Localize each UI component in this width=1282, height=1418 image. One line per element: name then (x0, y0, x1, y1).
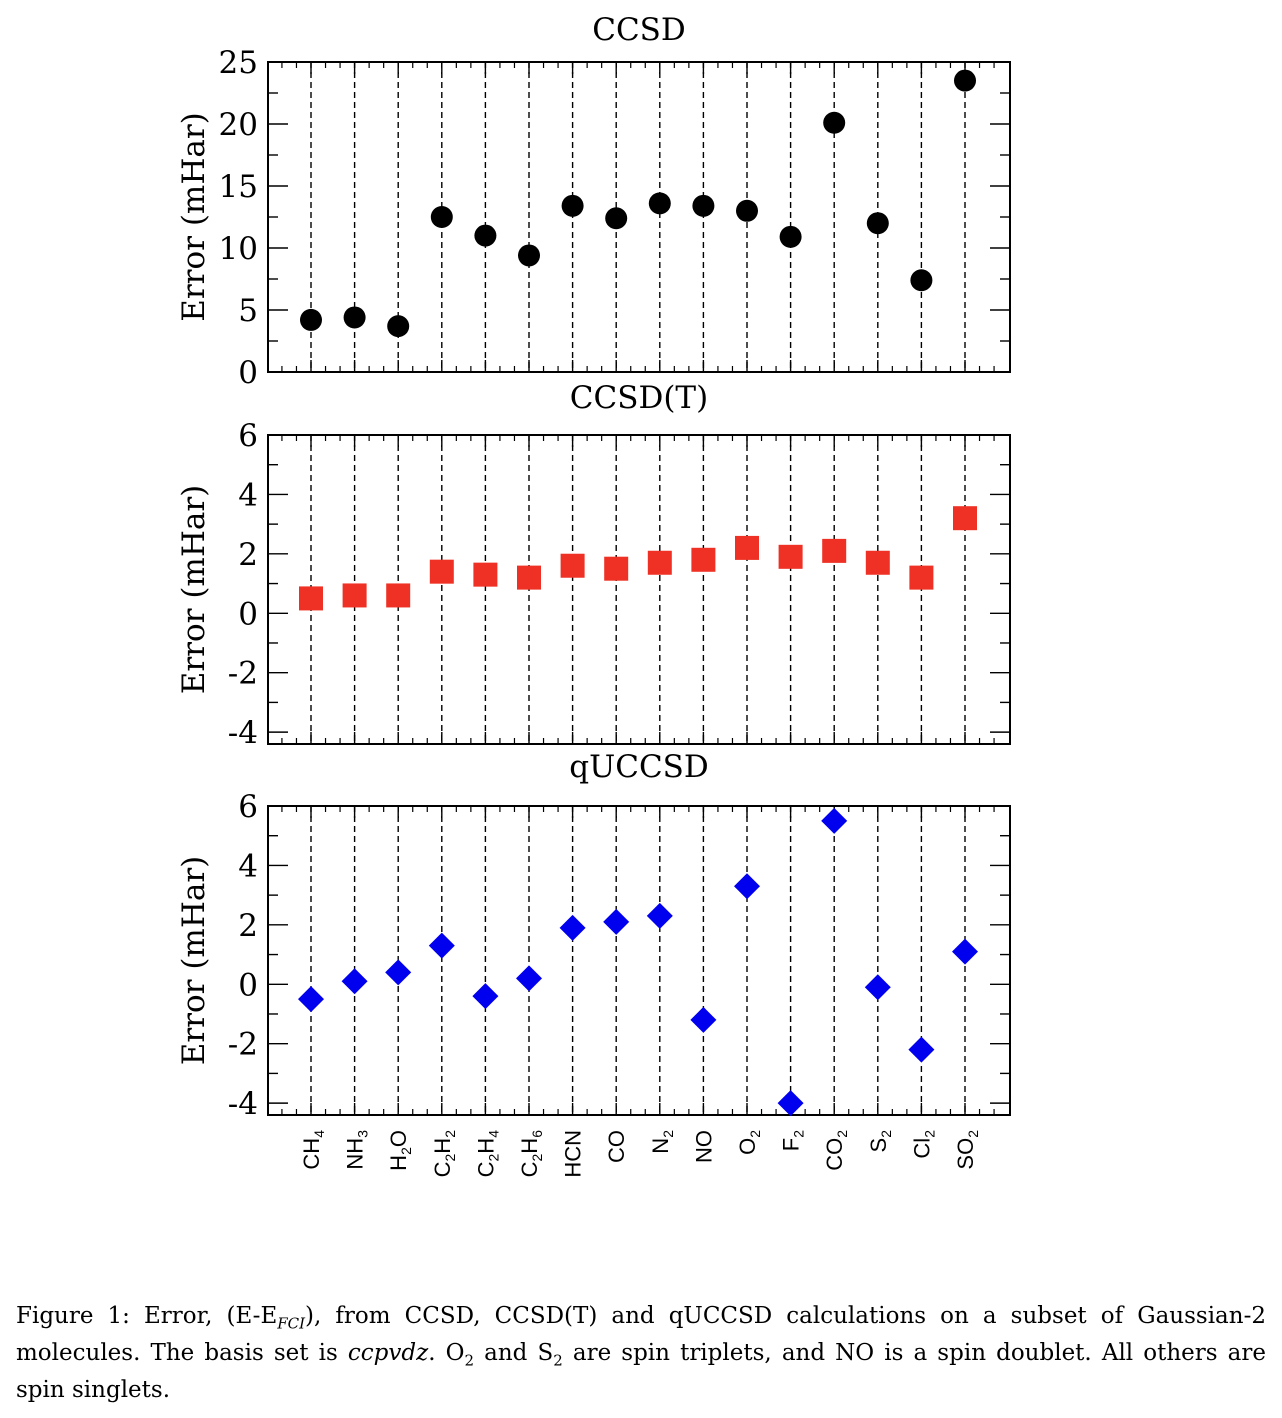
data-point-h2o (385, 959, 412, 986)
data-point-ch4 (299, 586, 323, 611)
data-point-n2 (648, 192, 671, 215)
data-point-f2 (778, 544, 803, 569)
data-point-no (692, 194, 715, 217)
y-tick-label: 2 (238, 537, 258, 573)
data-point-c2h2 (428, 932, 455, 959)
data-point-s2 (864, 974, 891, 1001)
data-point-c2h6 (518, 244, 540, 267)
y-tick-label: -2 (228, 656, 258, 692)
panel-3: qUCCSD Error (mHar) -4 -2 0 2 4 6 (176, 749, 1011, 1122)
panel-title: CCSD (592, 12, 686, 48)
data-point-c2h2 (430, 206, 453, 228)
x-tick-label: C2H4 (473, 1130, 501, 1178)
x-axis-labels: CH4 NH3 H2O C2H2 C2H4 C2H6 HCN CO N2 NO O2 F2 CO2 S2 C… (299, 1130, 981, 1178)
x-tick-label: S2 (866, 1130, 894, 1153)
data-point-co (605, 207, 628, 230)
x-tick-label: SO2 (953, 1130, 981, 1170)
y-tick-label: -4 (228, 715, 258, 751)
x-tick-label: CO2 (822, 1130, 850, 1171)
data-point-hcn (559, 914, 586, 941)
panel-1: CCSD Error (mHar) 0 5 10 15 20 25 (176, 12, 1011, 391)
y-axis-label: Error (mHar) (176, 856, 212, 1066)
y-axis-label: Error (mHar) (176, 112, 212, 322)
x-tick-label: F2 (779, 1130, 807, 1151)
data-point-co (603, 908, 630, 935)
data-point-hcn (561, 194, 584, 217)
y-tick-label: 10 (219, 231, 258, 267)
data-point-co2 (823, 111, 846, 134)
y-tick-label: 4 (238, 477, 258, 513)
y-tick-label: 5 (238, 293, 258, 329)
data-point-ch4 (298, 986, 324, 1013)
x-tick-label: NO (691, 1130, 716, 1163)
data-point-s2 (866, 212, 889, 235)
y-tick-label: 4 (238, 848, 258, 884)
x-tick-label: NH3 (343, 1130, 371, 1170)
data-point-s2 (865, 550, 890, 575)
data-point-f2 (777, 1090, 804, 1117)
data-point-so2 (953, 506, 977, 531)
y-tick-label: 0 (238, 355, 258, 391)
x-tick-label: CH4 (299, 1130, 327, 1170)
plot-frame (267, 434, 1011, 745)
data-point-c2h6 (516, 965, 542, 992)
y-tick-label: 2 (238, 908, 258, 944)
y-axis-label: Error (mHar) (176, 485, 212, 695)
data-point-c2h2 (429, 559, 454, 584)
data-point-co (604, 556, 629, 581)
plot-frame (267, 805, 1011, 1116)
data-point-h2o (386, 583, 411, 608)
data-point-c2h4 (473, 562, 498, 587)
x-tick-label: C2H6 (517, 1130, 545, 1178)
data-point-h2o (387, 315, 410, 338)
y-tick-label: 20 (219, 107, 258, 143)
data-point-c2h4 (474, 224, 497, 247)
y-tick-label: 6 (238, 418, 258, 454)
y-tick-label: -2 (228, 1027, 258, 1063)
data-point-ch4 (300, 308, 322, 331)
data-point-o2 (734, 873, 760, 900)
data-point-hcn (560, 553, 585, 578)
y-tick-label: 6 (238, 789, 258, 825)
data-point-so2 (952, 938, 978, 965)
data-point-n2 (647, 550, 672, 575)
panel-2: CCSD(T) Error (mHar) -4 -2 0 2 4 6 (176, 380, 1011, 751)
y-tick-label: 0 (238, 967, 258, 1003)
data-point-cl2 (909, 565, 934, 590)
x-tick-label: C2H2 (430, 1130, 458, 1178)
data-point-o2 (736, 199, 758, 222)
data-point-nh3 (341, 968, 368, 995)
panel-title: CCSD(T) (570, 380, 708, 416)
x-tick-label: O2 (735, 1130, 763, 1155)
data-point-so2 (954, 69, 976, 92)
data-point-co2 (822, 538, 847, 563)
y-tick-label: 25 (219, 45, 258, 81)
data-point-n2 (646, 902, 673, 929)
data-point-cl2 (910, 269, 933, 292)
data-point-c2h4 (472, 983, 499, 1010)
y-tick-label: 0 (238, 596, 258, 632)
data-point-f2 (779, 225, 802, 248)
data-point-o2 (735, 535, 759, 560)
data-point-c2h6 (517, 565, 541, 590)
x-tick-label: H2O (386, 1130, 414, 1171)
x-tick-label: N2 (648, 1130, 676, 1154)
figure-caption: Figure 1: Error, (E-EFCI), from CCSD, CC… (16, 1303, 1266, 1403)
x-tick-label: HCN (561, 1130, 586, 1178)
y-tick-label: 15 (219, 169, 258, 205)
data-point-no (690, 1006, 717, 1033)
x-tick-label: CO (604, 1130, 629, 1163)
x-tick-label: Cl2 (909, 1130, 937, 1159)
panel-title: qUCCSD (569, 749, 709, 785)
data-point-nh3 (342, 583, 367, 608)
data-point-co2 (821, 807, 848, 834)
plot-frame (267, 61, 1011, 373)
data-point-cl2 (908, 1036, 935, 1063)
y-tick-label: -4 (228, 1086, 258, 1122)
data-point-no (691, 547, 716, 572)
data-point-nh3 (343, 306, 366, 329)
